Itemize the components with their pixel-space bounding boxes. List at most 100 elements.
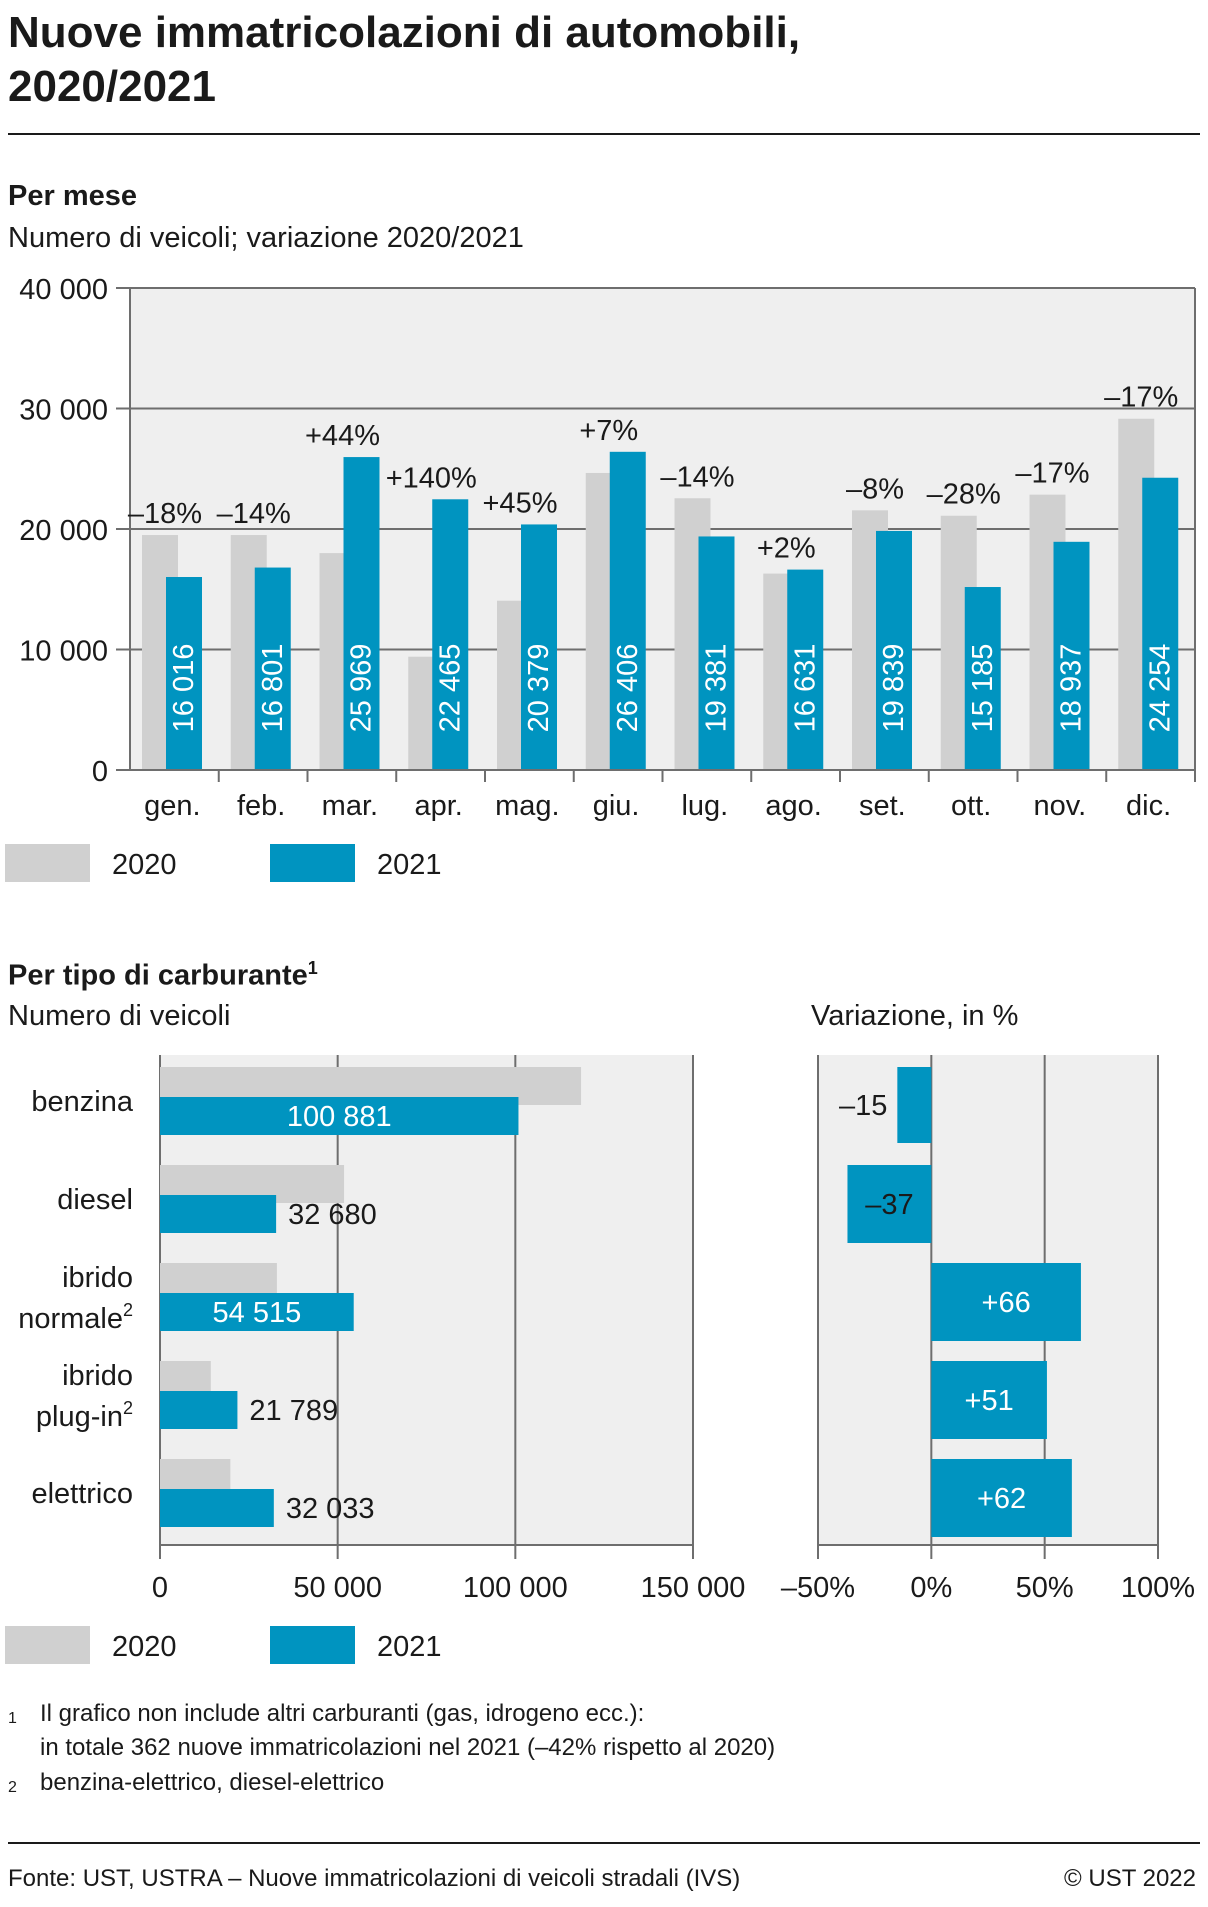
- month-group: 25 969 +44% mar.: [305, 420, 398, 822]
- change-x-tick-label: 0%: [910, 1572, 952, 1604]
- change-value-label: +62: [977, 1483, 1026, 1515]
- footnote-1-mark: 1: [8, 1710, 17, 1727]
- title-line-2: 2020/2021: [8, 62, 216, 111]
- bar-2021: [787, 569, 824, 770]
- x-tick-label: giu.: [593, 790, 640, 822]
- fuel-bar-2021: [160, 1097, 519, 1135]
- y-tick-label: 10 000: [19, 636, 108, 668]
- fuel-x-tick-label: 100 000: [463, 1572, 568, 1604]
- fuel-category-label: elettrico: [31, 1478, 133, 1510]
- fuel-heading-footnote-mark: 1: [307, 958, 318, 978]
- x-tick-label: mag.: [495, 790, 559, 822]
- fuel-x-tick-label: 150 000: [641, 1572, 746, 1604]
- change-label: +7%: [579, 415, 638, 447]
- x-tick-label: dic.: [1126, 790, 1171, 822]
- legend-label-2021: 2021: [377, 849, 442, 881]
- bar-value-label: 25 969: [346, 644, 378, 733]
- chart-title: Nuove immatricolazioni di automobili, 20…: [8, 6, 1198, 114]
- bar-value-label: 26 406: [612, 644, 644, 733]
- month-group: 26 406 +7% giu.: [579, 415, 664, 822]
- month-group: 19 839 –8% set.: [846, 473, 930, 822]
- title-line-1: Nuove immatricolazioni di automobili,: [8, 8, 801, 57]
- change-x-tick-label: 50%: [1016, 1572, 1074, 1604]
- month-group: 16 801 –14% feb.: [217, 498, 309, 822]
- fuel-category-label: diesel: [57, 1184, 133, 1216]
- fuel-legend-label-2020: 2020: [112, 1631, 177, 1663]
- fuel-row: 54 515 ibrido normale2: [18, 1262, 354, 1335]
- change-bar: [931, 1361, 1047, 1439]
- fuel-heading-text: Per tipo di carburante: [8, 959, 308, 992]
- change-bar: [931, 1459, 1072, 1537]
- x-tick-label: set.: [859, 790, 906, 822]
- footnote-2-mark: 2: [8, 1779, 17, 1796]
- source-note: Fonte: UST, USTRA – Nuove immatricolazio…: [8, 1865, 741, 1892]
- fuel-bar-2021: [160, 1391, 238, 1429]
- fuel-legend-label-2021: 2021: [377, 1631, 442, 1663]
- monthly-heading: Per mese: [8, 180, 137, 212]
- bar-2021: [343, 457, 380, 770]
- fuel-value-label: 100 881: [287, 1101, 392, 1133]
- month-group: 15 185 –28% ott.: [927, 479, 1019, 822]
- change-value-label: –37: [865, 1189, 913, 1221]
- change-label: +140%: [386, 462, 477, 494]
- footnote-2-line-1: benzina-elettrico, diesel-elettrico: [40, 1769, 385, 1796]
- fuel-heading: Per tipo di carburante1: [8, 958, 318, 993]
- bar-2021: [609, 451, 646, 770]
- fuel-category-label: normale2: [18, 1300, 133, 1335]
- y-tick-label: 0: [92, 756, 108, 788]
- bar-2021: [698, 536, 735, 770]
- change-value-label: +66: [982, 1287, 1031, 1319]
- month-group: 20 379 +45% mag.: [483, 487, 575, 822]
- change-value-label: –15: [839, 1090, 887, 1122]
- month-group: 16 016 –18% gen.: [128, 498, 220, 822]
- change-label: –17%: [1015, 458, 1089, 490]
- fuel-category-label: ibrido: [62, 1360, 133, 1392]
- fuel-subtitle-left: Numero di veicoli: [8, 1000, 231, 1032]
- bar-value-label: 16 016: [168, 644, 200, 733]
- change-label: –18%: [128, 498, 202, 530]
- change-x-tick-label: –50%: [781, 1572, 855, 1604]
- x-tick-label: ott.: [951, 790, 991, 822]
- fuel-x-tick-label: 0: [152, 1572, 168, 1604]
- copyright: © UST 2022: [1064, 1865, 1196, 1892]
- change-label: +2%: [757, 533, 816, 565]
- fuel-row: 21 789 ibrido plug-in2: [36, 1360, 338, 1433]
- bar-2021: [1053, 541, 1090, 770]
- change-row: +51: [931, 1361, 1047, 1439]
- monthly-subtitle: Numero di veicoli; variazione 2020/2021: [8, 222, 524, 254]
- fuel-bar-charts: 0 50 000 100 000 150 000 100 881 benzina 32 68…: [5, 1055, 1195, 1664]
- month-group: 16 631 +2% ago.: [757, 533, 841, 822]
- change-label: –17%: [1104, 382, 1178, 414]
- x-tick-label: feb.: [237, 790, 285, 822]
- change-bar: [897, 1067, 932, 1143]
- y-tick-label: 40 000: [19, 274, 108, 306]
- fuel-bar-2021: [160, 1293, 354, 1331]
- bar-value-label: 20 379: [523, 644, 555, 733]
- footer-rule: [8, 1842, 1200, 1844]
- legend-swatch-2020: [5, 844, 90, 882]
- x-tick-label: apr.: [414, 790, 462, 822]
- fuel-row: 32 680 diesel: [57, 1165, 377, 1233]
- fuel-category-label: plug-in2: [36, 1398, 133, 1433]
- change-bar: [847, 1165, 932, 1243]
- bar-value-label: 15 185: [967, 644, 999, 733]
- change-row: +62: [931, 1459, 1072, 1537]
- month-group: 24 254 –17% dic.: [1104, 382, 1196, 822]
- x-tick-label: mar.: [322, 790, 378, 822]
- fuel-subtitle-right: Variazione, in %: [811, 1000, 1019, 1032]
- change-bar: [931, 1263, 1081, 1341]
- bar-2021: [432, 499, 469, 770]
- bar-value-label: 16 631: [789, 644, 821, 733]
- change-label: +44%: [305, 420, 380, 452]
- fuel-legend-swatch-2020: [5, 1626, 90, 1664]
- change-label: –14%: [660, 461, 734, 493]
- month-group: 18 937 –17% nov.: [1015, 458, 1108, 822]
- fuel-bar-2021: [160, 1489, 274, 1527]
- legend-swatch-2021: [270, 844, 355, 882]
- x-tick-label: nov.: [1034, 790, 1087, 822]
- month-group: 19 381 –14% lug.: [660, 461, 753, 822]
- change-row: –37: [847, 1165, 932, 1243]
- change-row: +66: [931, 1263, 1081, 1341]
- change-row: –15: [839, 1067, 932, 1143]
